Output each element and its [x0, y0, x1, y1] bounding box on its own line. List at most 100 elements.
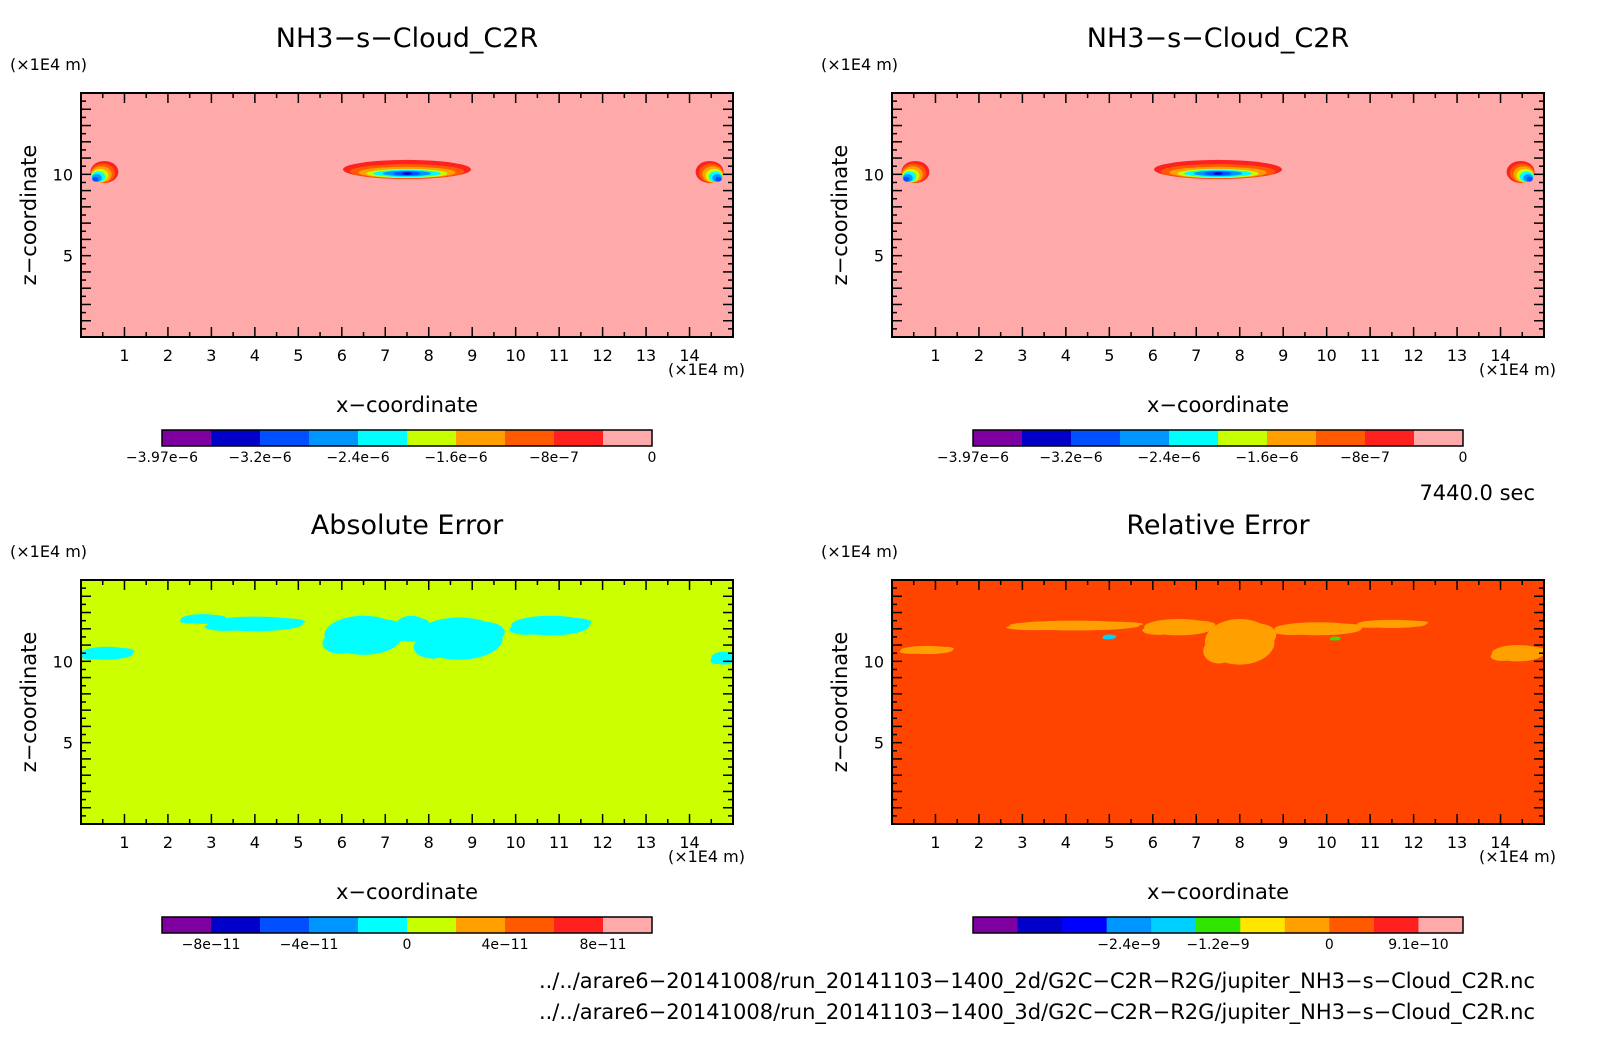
footer-path-2d: ../../arare6−20141008/run_20141103−1400_… [539, 969, 1535, 994]
x-tick-label: 14 [679, 833, 699, 852]
colorbar-swatch [407, 917, 457, 933]
y-axis-label: z−coordinate [17, 145, 41, 286]
y-axis-label: z−coordinate [828, 632, 852, 773]
error-patch [108, 647, 135, 655]
colorbar-label: −3.2e−6 [228, 450, 291, 466]
footer-path-3d: ../../arare6−20141008/run_20141103−1400_… [539, 1000, 1535, 1025]
plot-field [81, 93, 733, 337]
x-tick-label: 7 [380, 833, 390, 852]
error-patch [81, 652, 104, 660]
x-tick-label: 8 [424, 833, 434, 852]
panels-group: 1 2 3 4 5 6 7 8 9 10 11 12 13 14510NH3−s−Cloud_C2R(×1… [10, 23, 1556, 953]
x-tick-label: 12 [592, 833, 612, 852]
colorbar-label: −8e−7 [1340, 450, 1390, 466]
x-tick-label: 10 [505, 346, 525, 365]
x-tick-label: 3 [206, 833, 216, 852]
x-tick-label: 5 [293, 346, 303, 365]
colorbar-swatch [162, 430, 212, 446]
x-tick-label: 8 [424, 346, 434, 365]
error-patch [899, 649, 923, 654]
colorbar-swatch [162, 917, 212, 933]
x-tick-label: 7 [1191, 346, 1201, 365]
x-tick-label: 14 [679, 346, 699, 365]
x-tick-label: 10 [505, 833, 525, 852]
colorbar-frame [161, 916, 653, 934]
y-unit-label: (×1E4 m) [10, 55, 87, 74]
x-tick-label: 4 [1061, 833, 1071, 852]
error-patch [1519, 646, 1544, 655]
colorbar-swatch [1373, 917, 1419, 933]
error-patch [322, 632, 358, 654]
colorbar-swatch [1316, 430, 1366, 446]
colorbar-swatch [1218, 430, 1268, 446]
error-patch [1335, 636, 1341, 639]
error-patch [1320, 623, 1364, 631]
y-unit-label: (×1E4 m) [821, 542, 898, 561]
colorbar-swatch [1106, 917, 1152, 933]
y-tick-label: 10 [53, 165, 73, 184]
x-tick-label: 8 [1235, 346, 1245, 365]
colorbar-swatch [505, 430, 555, 446]
x-tick-label: 4 [250, 346, 260, 365]
colorbar-swatch [456, 917, 506, 933]
colorbar-swatch [309, 430, 359, 446]
error-patch [1203, 638, 1235, 664]
plot-field [892, 580, 1544, 824]
error-patch [257, 618, 306, 626]
x-axis-label: x−coordinate [1147, 393, 1289, 417]
x-tick-label: 1 [930, 833, 940, 852]
x-tick-label: 7 [380, 346, 390, 365]
colorbar-swatch [309, 917, 359, 933]
colorbar-swatch [1151, 917, 1197, 933]
error-patch [461, 621, 505, 643]
x-tick-label: 11 [1360, 346, 1380, 365]
colorbar-swatch [1062, 917, 1108, 933]
error-patch [204, 622, 248, 631]
colorbar-swatch [358, 917, 408, 933]
x-tick-label: 9 [467, 833, 477, 852]
features-group [899, 619, 1544, 665]
colorbar-swatch [973, 917, 1019, 933]
colorbar-label: 8e−11 [579, 937, 626, 953]
colorbar-label: 9.1e−10 [1388, 937, 1448, 953]
colorbar-label: 0 [1459, 450, 1468, 466]
x-tick-label: 2 [163, 833, 173, 852]
chart-title: Absolute Error [311, 510, 504, 541]
colorbar-label: −8e−11 [182, 937, 241, 953]
x-axis-label: x−coordinate [1147, 880, 1289, 904]
x-tick-label: 5 [1104, 346, 1114, 365]
colorbar-frame [972, 429, 1464, 447]
error-patch [1102, 636, 1109, 640]
colorbar-swatch [554, 917, 604, 933]
error-patch [179, 618, 200, 624]
x-tick-label: 12 [592, 346, 612, 365]
colorbar-label: −8e−7 [529, 450, 579, 466]
colorbar-swatch [456, 430, 506, 446]
x-tick-label: 6 [337, 346, 347, 365]
plot-field [892, 93, 1544, 337]
colorbar-swatch [1284, 917, 1330, 933]
time-label: 7440.0 sec [1419, 481, 1535, 505]
colorbar-swatch [1017, 917, 1063, 933]
colorbar-swatch [603, 917, 653, 933]
colorbar-swatch [1414, 430, 1464, 446]
error-patch [1355, 623, 1387, 628]
x-tick-label: 1 [930, 346, 940, 365]
error-patch [413, 635, 453, 659]
features-group [81, 614, 733, 665]
error-patch [1077, 621, 1144, 627]
colorbar-swatch [505, 917, 555, 933]
cloud-core [1213, 172, 1223, 175]
x-tick-label: 10 [1316, 346, 1336, 365]
x-tick-label: 2 [974, 833, 984, 852]
x-tick-label: 9 [1278, 346, 1288, 365]
error-patch [1272, 627, 1312, 635]
colorbar-label: −3.97e−6 [937, 450, 1009, 466]
x-tick-label: 12 [1403, 346, 1423, 365]
y-tick-label: 10 [53, 652, 73, 671]
colorbar-label: −1.2e−9 [1186, 937, 1249, 953]
cloud-core [402, 172, 412, 175]
